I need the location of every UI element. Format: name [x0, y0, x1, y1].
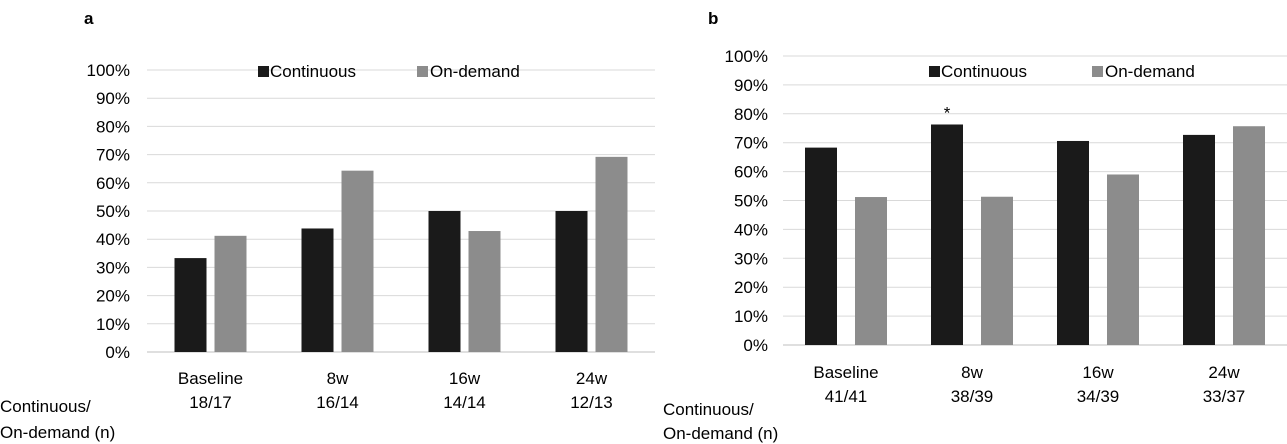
x-category-n-label: 12/13	[570, 393, 613, 412]
panel-b-n-label: Continuous/ On-demand (n)	[663, 400, 778, 443]
legend-swatch-on-demand	[1092, 66, 1103, 77]
panel-b-chart: b 0% 10% 20% 30% 40% 50% 60% 70% 80% 90% 100% Base…	[663, 9, 1287, 443]
bar-on-demand-16w	[1107, 174, 1139, 345]
n-label-line-1: Continuous/	[0, 397, 91, 416]
x-category-n-label: 33/37	[1203, 387, 1246, 406]
y-tick-label: 80%	[734, 105, 768, 124]
bar-continuous-24w	[1183, 134, 1215, 345]
y-tick-label: 40%	[96, 230, 130, 249]
panel-a-legend: Continuous On-demand	[258, 62, 520, 81]
panel-b-bars	[805, 124, 1265, 346]
bar-on-demand-24w	[1233, 126, 1265, 346]
legend-label-on-demand: On-demand	[1105, 62, 1195, 81]
x-category-n-label: 38/39	[951, 387, 994, 406]
bar-continuous-16w	[1057, 140, 1089, 345]
x-category-n-label: 14/14	[443, 393, 486, 412]
y-tick-label: 30%	[734, 249, 768, 268]
y-tick-label: 60%	[734, 163, 768, 182]
x-category-label: 16w	[449, 369, 481, 388]
y-tick-label: 10%	[96, 315, 130, 334]
bar-on-demand-8w	[341, 170, 374, 352]
significance-marker: *	[944, 103, 951, 122]
panel-b-label: b	[708, 9, 718, 28]
x-category-label: 24w	[1208, 363, 1240, 382]
bar-on-demand-baseline	[855, 197, 887, 345]
panel-a-x-axis: Baseline 18/17 8w 16/14 16w 14/14 24w 12/13	[178, 369, 613, 412]
x-category-label: 16w	[1082, 363, 1114, 382]
panel-a-bars	[174, 156, 628, 352]
y-tick-label: 50%	[734, 192, 768, 211]
n-label-line-1: Continuous/	[663, 400, 754, 419]
y-tick-label: 0%	[743, 336, 768, 355]
bar-on-demand-24w	[595, 156, 628, 352]
panel-a-n-label: Continuous/ On-demand (n)	[0, 397, 115, 442]
bar-on-demand-baseline	[214, 235, 247, 352]
y-tick-label: 90%	[734, 76, 768, 95]
y-tick-label: 70%	[734, 134, 768, 153]
panel-b-x-axis: Baseline 41/41 8w 38/39 16w 34/39 24w 33/37	[813, 363, 1245, 406]
panel-b-y-axis: 0% 10% 20% 30% 40% 50% 60% 70% 80% 90% 100%	[725, 47, 768, 355]
bar-continuous-baseline	[174, 258, 207, 352]
x-category-n-label: 18/17	[189, 393, 232, 412]
x-category-label: 24w	[576, 369, 608, 388]
x-category-label: Baseline	[178, 369, 243, 388]
y-tick-label: 10%	[734, 307, 768, 326]
bar-continuous-24w	[555, 211, 588, 352]
legend-swatch-continuous	[929, 66, 940, 77]
bar-continuous-8w	[931, 124, 963, 345]
x-category-label: 8w	[327, 369, 349, 388]
panel-a-chart: a 0% 10% 20% 30% 40% 50% 60% 70% 80% 90% 100% Base…	[0, 9, 655, 442]
legend-label-continuous: Continuous	[270, 62, 356, 81]
y-tick-label: 60%	[96, 174, 130, 193]
y-tick-label: 100%	[87, 61, 130, 80]
y-tick-label: 0%	[105, 343, 130, 362]
panel-a-label: a	[84, 9, 94, 28]
bar-continuous-16w	[428, 211, 461, 352]
x-category-label: 8w	[961, 363, 983, 382]
y-tick-label: 20%	[96, 287, 130, 306]
y-tick-label: 50%	[96, 202, 130, 221]
y-tick-label: 30%	[96, 258, 130, 277]
x-category-n-label: 34/39	[1077, 387, 1120, 406]
bar-continuous-baseline	[805, 147, 837, 345]
x-category-n-label: 16/14	[316, 393, 359, 412]
y-tick-label: 20%	[734, 278, 768, 297]
legend-label-continuous: Continuous	[941, 62, 1027, 81]
x-category-label: Baseline	[813, 363, 878, 382]
bar-on-demand-16w	[468, 231, 501, 352]
panel-b-annotations: *	[944, 103, 951, 122]
n-label-line-2: On-demand (n)	[0, 423, 115, 442]
y-tick-label: 100%	[725, 47, 768, 66]
y-tick-label: 90%	[96, 89, 130, 108]
legend-swatch-on-demand	[417, 66, 428, 77]
y-tick-label: 40%	[734, 220, 768, 239]
panel-a-y-axis: 0% 10% 20% 30% 40% 50% 60% 70% 80% 90% 100%	[87, 61, 130, 362]
panel-b-legend: Continuous On-demand	[929, 62, 1195, 81]
y-tick-label: 70%	[96, 146, 130, 165]
bar-continuous-8w	[301, 228, 334, 352]
n-label-line-2: On-demand (n)	[663, 424, 778, 443]
legend-swatch-continuous	[258, 66, 269, 77]
legend-label-on-demand: On-demand	[430, 62, 520, 81]
x-category-n-label: 41/41	[825, 387, 868, 406]
bar-on-demand-8w	[981, 196, 1013, 345]
y-tick-label: 80%	[96, 117, 130, 136]
